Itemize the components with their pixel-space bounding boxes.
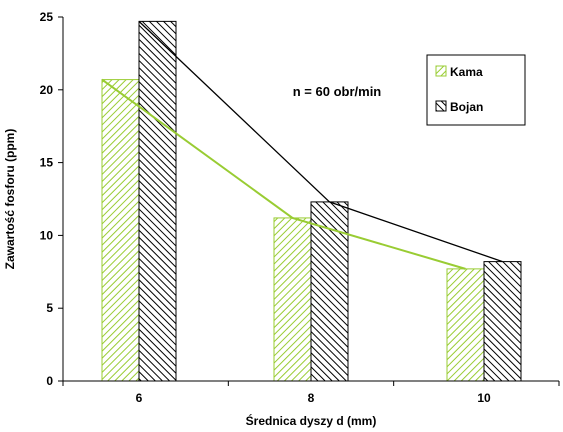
annotation-speed: n = 60 obr/min (293, 84, 382, 99)
legend: Kama Bojan (426, 54, 526, 126)
legend-swatch-bojan (435, 100, 447, 112)
y-tick-label: 15 (40, 156, 54, 170)
x-axis-ticks: 6 8 10 (62, 381, 560, 405)
y-tick-label: 5 (46, 301, 53, 315)
bar-bojan-6 (138, 20, 177, 382)
bar-kama-10 (446, 268, 485, 382)
trend-line-kama (101, 78, 466, 270)
trend-lines (101, 20, 503, 270)
x-tick-label: 8 (308, 391, 315, 405)
y-axis-ticks: 0 5 10 15 20 25 (40, 10, 63, 388)
y-tick-label: 10 (40, 228, 54, 242)
bar-kama-6 (101, 79, 140, 382)
bar-bojan-10 (483, 261, 522, 382)
legend-label-bojan: Bojan (450, 100, 483, 114)
x-tick-label: 6 (136, 391, 143, 405)
bar-kama-8 (273, 217, 312, 382)
y-tick-label: 25 (40, 10, 54, 24)
x-axis-label: Średnica dyszy d (mm) (246, 413, 377, 428)
legend-swatch-kama (435, 65, 447, 77)
trend-line-bojan (138, 20, 503, 263)
y-tick-label: 0 (46, 374, 53, 388)
legend-label-kama: Kama (450, 65, 483, 79)
y-tick-label: 20 (40, 83, 54, 97)
y-axis-label: Zawartość fosforu (ppm) (3, 129, 17, 270)
x-tick-label: 10 (477, 391, 491, 405)
